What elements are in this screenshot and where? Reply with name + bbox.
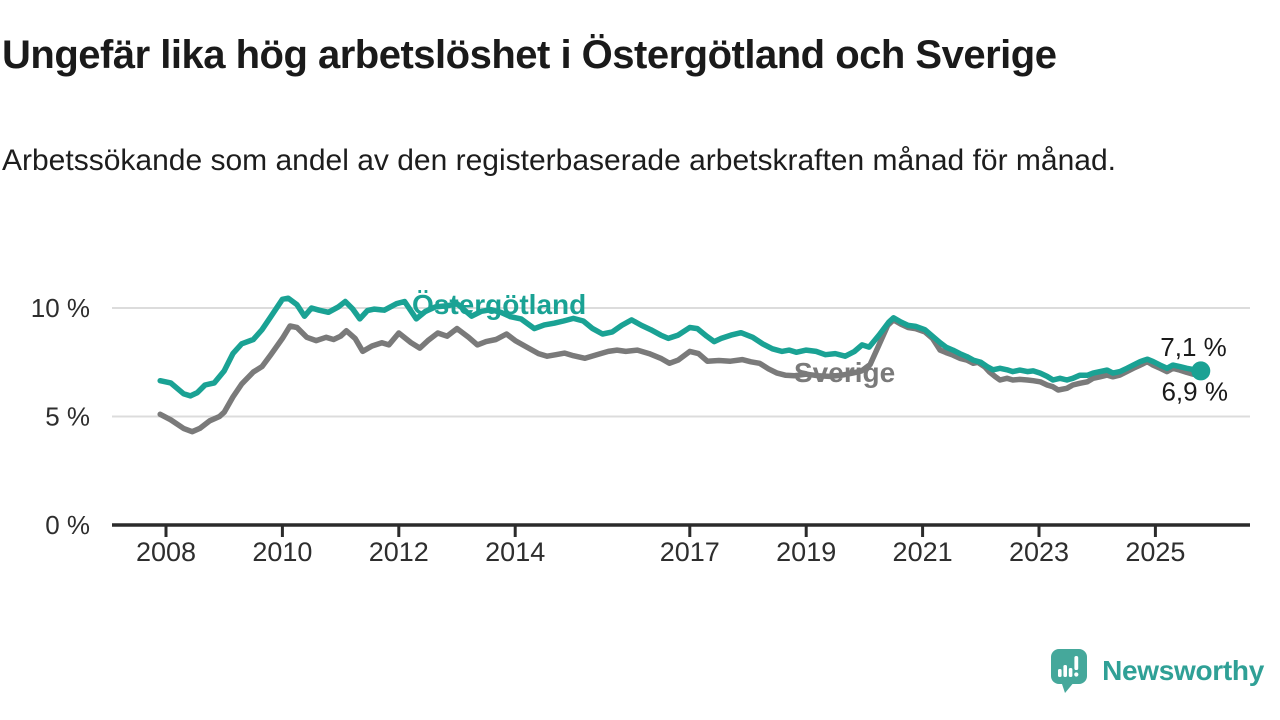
newsworthy-bubble-chart-icon xyxy=(1051,649,1088,693)
x-tick-label: 2021 xyxy=(893,537,953,567)
y-tick-label: 5 % xyxy=(45,402,90,432)
y-tick-label: 0 % xyxy=(45,510,90,540)
x-tick-label: 2008 xyxy=(136,537,196,567)
x-tick-label: 2010 xyxy=(252,537,312,567)
page-title: Ungefär lika hög arbetslöshet i Östergöt… xyxy=(2,33,1057,77)
end-value-label-sverige: 6,9 % xyxy=(1161,376,1228,406)
series-label-sverige: Sverige xyxy=(794,357,895,388)
newsworthy-logo: Newsworthy xyxy=(1049,648,1264,694)
chart-subtitle: Arbetssökande som andel av den registerb… xyxy=(2,144,1116,177)
x-tick-label: 2014 xyxy=(485,537,545,567)
x-tick-label: 2012 xyxy=(369,537,429,567)
x-tick-label: 2019 xyxy=(776,537,836,567)
x-tick-label: 2017 xyxy=(660,537,720,567)
end-value-label-östergötland: 7,1 % xyxy=(1160,332,1227,362)
series-line-sverige xyxy=(157,317,1205,435)
series-line-östergötland xyxy=(157,295,1204,399)
series-end-dot xyxy=(1191,361,1211,381)
x-tick-label: 2023 xyxy=(1009,537,1069,567)
y-tick-label: 10 % xyxy=(31,293,90,323)
x-tick-label: 2025 xyxy=(1125,537,1185,567)
newsworthy-wordmark: Newsworthy xyxy=(1102,655,1264,686)
series-label-östergötland: Östergötland xyxy=(412,289,586,320)
